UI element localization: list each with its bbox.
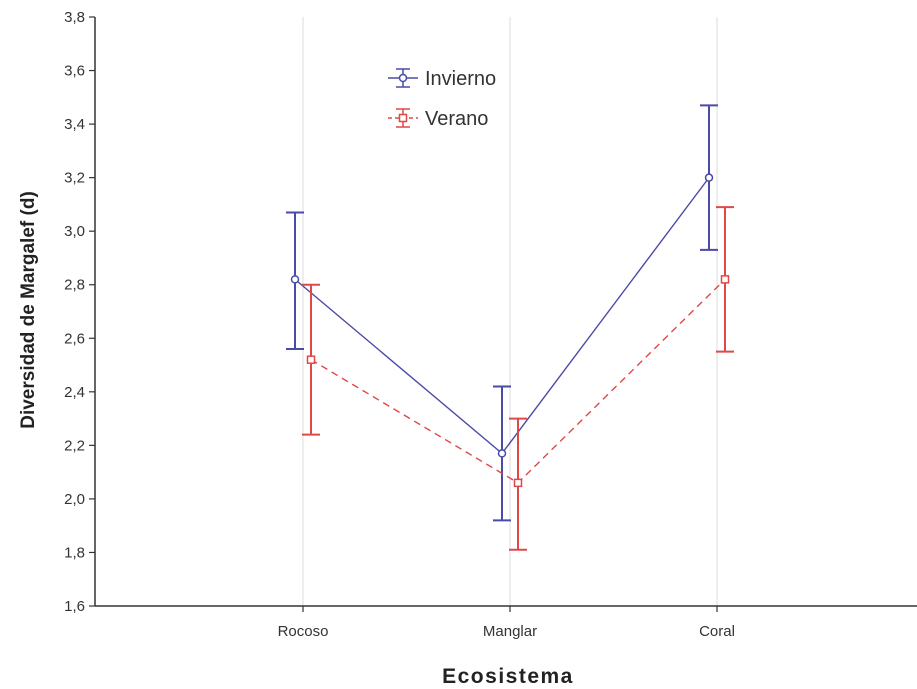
legend-label: Invierno: [425, 68, 496, 90]
y-tick-label: 3,8: [64, 9, 85, 26]
data-point: [704, 173, 714, 182]
y-tick-label: 1,8: [64, 544, 85, 561]
series-verano: [302, 206, 734, 551]
legend-marker: [398, 73, 408, 83]
legend-item-verano: Verano: [388, 108, 488, 130]
x-tick-label: Rocoso: [278, 623, 329, 640]
data-point: [497, 449, 507, 458]
legend-label: Verano: [425, 108, 488, 130]
series-invierno: [286, 104, 718, 522]
x-axis-title: Ecosistema: [442, 665, 574, 688]
data-point: [513, 478, 523, 488]
y-tick-label: 1,6: [64, 598, 85, 615]
legend-item-invierno: Invierno: [388, 68, 496, 90]
y-tick-label: 2,0: [64, 491, 85, 508]
data-point: [720, 275, 730, 284]
y-tick-label: 3,6: [64, 63, 85, 80]
y-tick-label: 3,2: [64, 170, 85, 187]
x-tick-label: Manglar: [483, 623, 537, 640]
y-tick-label: 3,4: [64, 116, 85, 133]
y-tick-label: 2,4: [64, 384, 85, 401]
x-tick-label: Coral: [699, 623, 735, 640]
data-point: [306, 355, 316, 364]
y-tick-label: 2,2: [64, 437, 85, 454]
y-tick-label: 2,6: [64, 330, 85, 347]
y-axis-title: Diversidad de Margalef (d): [18, 191, 39, 429]
legend-marker: [398, 113, 408, 123]
data-point: [290, 275, 300, 284]
y-tick-label: 2,8: [64, 277, 85, 294]
y-tick-label: 3,0: [64, 223, 85, 240]
